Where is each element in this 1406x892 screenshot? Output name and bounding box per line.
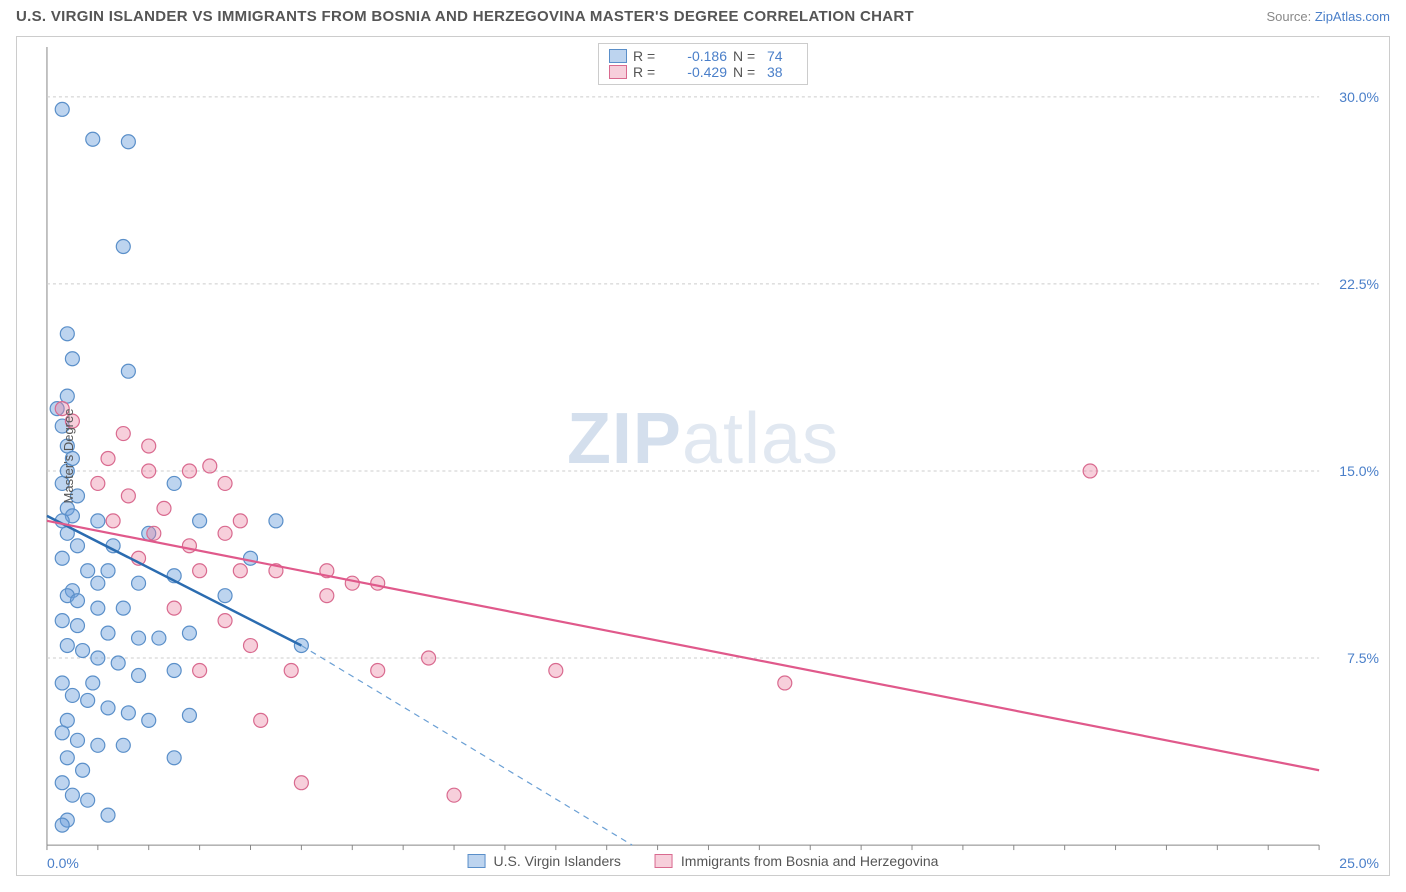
legend-swatch [655,854,673,868]
y-axis-label: Master's Degree [61,409,76,504]
n-label: N = [733,48,761,64]
n-value: 74 [767,48,797,64]
r-label: R = [633,64,661,80]
corr-legend-row: R = -0.186 N = 74 [609,48,797,64]
series-name: U.S. Virgin Islanders [494,853,621,869]
y-tick-label: 7.5% [1347,650,1379,666]
series-legend-item: Immigrants from Bosnia and Herzegovina [655,853,939,869]
r-value: -0.429 [667,64,727,80]
chart-title: U.S. VIRGIN ISLANDER VS IMMIGRANTS FROM … [16,8,914,25]
corr-legend-row: R = -0.429 N = 38 [609,64,797,80]
n-label: N = [733,64,761,80]
r-label: R = [633,48,661,64]
y-tick-label: 15.0% [1339,463,1379,479]
scatter-chart [17,37,1389,875]
legend-swatch [609,49,627,63]
n-value: 38 [767,64,797,80]
y-tick-label: 22.5% [1339,276,1379,292]
series-legend: U.S. Virgin Islanders Immigrants from Bos… [460,851,947,871]
chart-container: Master's Degree ZIPatlas R =-0.186N =74R… [16,36,1390,876]
source-label: Source: ZipAtlas.com [1266,9,1390,24]
source-link[interactable]: ZipAtlas.com [1315,9,1390,24]
x-tick-min: 0.0% [47,855,79,871]
legend-swatch [468,854,486,868]
correlation-legend: R = -0.186 N = 74 R = -0.429 N = 38 [598,43,808,85]
series-legend-item: U.S. Virgin Islanders [468,853,621,869]
r-value: -0.186 [667,48,727,64]
y-tick-label: 30.0% [1339,89,1379,105]
x-tick-max: 25.0% [1339,855,1379,871]
source-prefix: Source: [1266,9,1314,24]
legend-swatch [609,65,627,79]
series-name: Immigrants from Bosnia and Herzegovina [681,853,939,869]
